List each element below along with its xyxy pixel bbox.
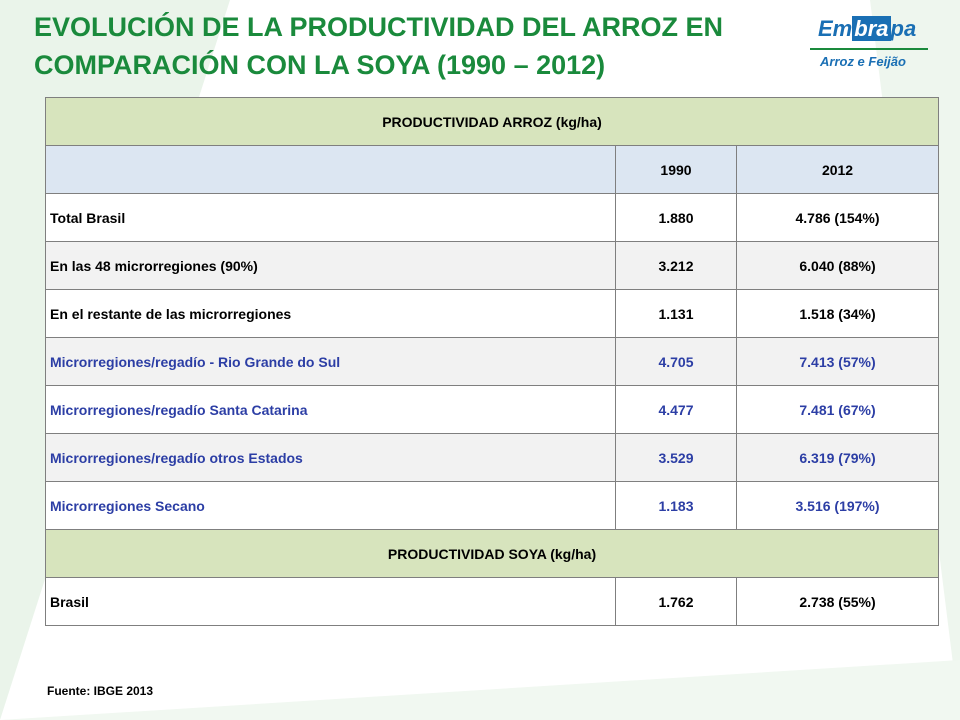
value-1990: 1.183: [615, 481, 737, 530]
table-year-header-row: 1990 2012: [45, 145, 940, 194]
value-1990: 3.212: [615, 241, 737, 290]
productivity-table: PRODUCTIVIDAD ARROZ (kg/ha) 1990 2012 To…: [44, 97, 940, 626]
row-label: Microrregiones/regadío otros Estados: [45, 433, 616, 482]
value-2012: 3.516 (197%): [735, 481, 940, 530]
table-section-header-soy: PRODUCTIVIDAD SOYA (kg/ha): [44, 529, 940, 578]
table-row: Total Brasil 1.880 4.786 (154%): [45, 193, 940, 242]
row-label: Microrregiones/regadío Santa Catarina: [45, 385, 616, 434]
value-2012: 7.413 (57%): [735, 337, 940, 386]
value-2012: 7.481 (67%): [735, 385, 940, 434]
logo-wordmark: Embrapa: [818, 14, 916, 44]
slide-title-line-1: EVOLUCIÓN DE LA PRODUCTIVIDAD DEL ARROZ …: [34, 12, 724, 42]
value-2012: 6.040 (88%): [735, 241, 940, 290]
slide-title-line-2: COMPARACIÓN CON LA SOYA (1990 – 2012): [34, 50, 606, 80]
row-label: Microrregiones/regadío - Rio Grande do S…: [45, 337, 616, 386]
table-row: Microrregiones/regadío otros Estados 3.5…: [45, 433, 940, 482]
row-label: En las 48 microrregiones (90%): [45, 241, 616, 290]
value-1990: 3.529: [615, 433, 737, 482]
value-1990: 1.762: [615, 577, 737, 626]
value-2012: 2.738 (55%): [735, 577, 940, 626]
logo-subtitle: Arroz e Feijão: [820, 54, 906, 69]
source-note: Fuente: IBGE 2013: [47, 684, 154, 698]
table-section-header-rice: PRODUCTIVIDAD ARROZ (kg/ha): [44, 97, 940, 146]
value-2012: 4.786 (154%): [735, 193, 940, 242]
embrapa-logo: Embrapa Arroz e Feijão: [808, 14, 936, 78]
year-header-blank: [45, 145, 616, 194]
value-1990: 4.705: [615, 337, 737, 386]
logo-wordmark-suffix: pa: [890, 16, 917, 41]
logo-underline: [810, 48, 928, 50]
row-label: Total Brasil: [45, 193, 616, 242]
year-header-1990: 1990: [615, 145, 737, 194]
value-1990: 1.880: [615, 193, 737, 242]
slide-title: EVOLUCIÓN DE LA PRODUCTIVIDAD DEL ARROZ …: [34, 8, 734, 84]
value-1990: 4.477: [615, 385, 737, 434]
logo-wordmark-prefix: Em: [818, 16, 853, 41]
value-2012: 6.319 (79%): [735, 433, 940, 482]
row-label: Brasil: [45, 577, 616, 626]
table-row: Microrregiones/regadío Santa Catarina 4.…: [45, 385, 940, 434]
value-1990: 1.131: [615, 289, 737, 338]
section-header-soy: PRODUCTIVIDAD SOYA (kg/ha): [44, 529, 940, 578]
table-row: Microrregiones/regadío - Rio Grande do S…: [45, 337, 940, 386]
row-label: En el restante de las microrregiones: [45, 289, 616, 338]
logo-wordmark-highlight: bra: [852, 16, 891, 41]
background-shape-bottom: [0, 660, 960, 720]
row-label: Microrregiones Secano: [45, 481, 616, 530]
year-header-2012: 2012: [735, 145, 940, 194]
section-header-rice: PRODUCTIVIDAD ARROZ (kg/ha): [44, 97, 940, 146]
value-2012: 1.518 (34%): [735, 289, 940, 338]
table-row: Brasil 1.762 2.738 (55%): [45, 577, 940, 626]
table-row: En las 48 microrregiones (90%) 3.212 6.0…: [45, 241, 940, 290]
table-row: Microrregiones Secano 1.183 3.516 (197%): [45, 481, 940, 530]
table-row: En el restante de las microrregiones 1.1…: [45, 289, 940, 338]
